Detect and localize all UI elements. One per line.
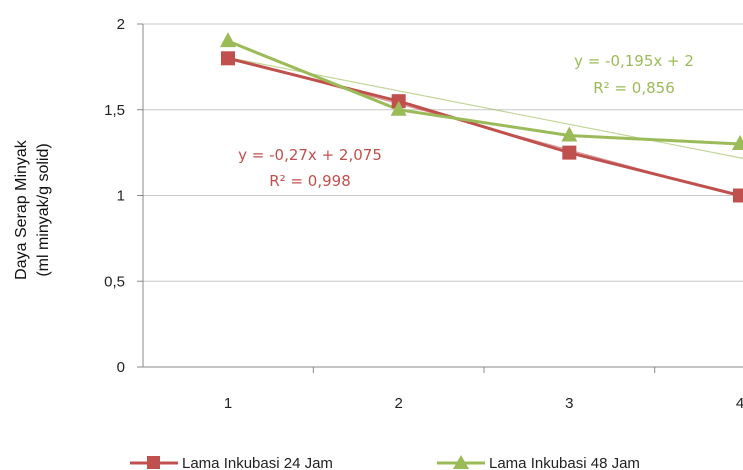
gridlines	[143, 23, 743, 282]
legend-square-marker	[147, 456, 160, 469]
y-tick-label: 0,5	[104, 273, 125, 290]
y-axis-title-line1: Daya Serap Minyak	[13, 139, 30, 280]
series-lines	[227, 39, 741, 197]
x-tick-labels: 1 2 3 4	[224, 395, 743, 412]
legend-triangle-marker	[453, 455, 469, 469]
legend-label-24-jam: Lama Inkubasi 24 Jam	[182, 455, 333, 470]
y-tick-labels: 0 0,5 1 1,5 2	[104, 16, 125, 376]
data-point-48-jam	[561, 126, 578, 142]
y-tick-label: 2	[117, 16, 125, 33]
trend-equations: y = -0,27x + 2,075 R² = 0,998 y = -0,195…	[238, 52, 694, 190]
y-tick-label: 1,5	[104, 102, 125, 119]
legend: Lama Inkubasi 24 Jam Lama Inkubasi 48 Ja…	[130, 455, 640, 470]
legend-item-48-jam: Lama Inkubasi 48 Jam	[437, 455, 640, 470]
y-tick-label: 1	[117, 188, 125, 205]
data-point-48-jam	[220, 32, 236, 48]
y-axis-title-line2: (ml minyak/g solid)	[35, 143, 52, 276]
y-axis-title: Daya Serap Minyak (ml minyak/g solid)	[13, 139, 52, 280]
legend-item-24-jam: Lama Inkubasi 24 Jam	[130, 455, 333, 470]
data-point-24-jam	[562, 145, 577, 160]
r2-24-jam: R² = 0,998	[269, 172, 350, 190]
series-line-24-jam	[227, 56, 741, 197]
data-point-48-jam	[390, 100, 407, 116]
data-point-24-jam	[221, 51, 235, 66]
equation-48-jam: y = -0,195x + 2	[574, 52, 694, 70]
data-point-48-jam	[732, 135, 743, 151]
x-tick-label: 4	[736, 395, 743, 412]
x-tick-label: 2	[394, 395, 402, 412]
legend-label-48-jam: Lama Inkubasi 48 Jam	[489, 455, 640, 470]
axes	[137, 23, 743, 373]
series-line-48-jam	[227, 39, 741, 146]
r2-48-jam: R² = 0,856	[593, 79, 674, 97]
y-tick-label: 0	[117, 359, 125, 376]
equation-24-jam: y = -0,27x + 2,075	[238, 146, 382, 164]
data-point-24-jam	[733, 188, 743, 203]
series-markers	[220, 32, 743, 203]
x-tick-label: 1	[224, 395, 232, 412]
x-tick-label: 3	[565, 395, 573, 412]
